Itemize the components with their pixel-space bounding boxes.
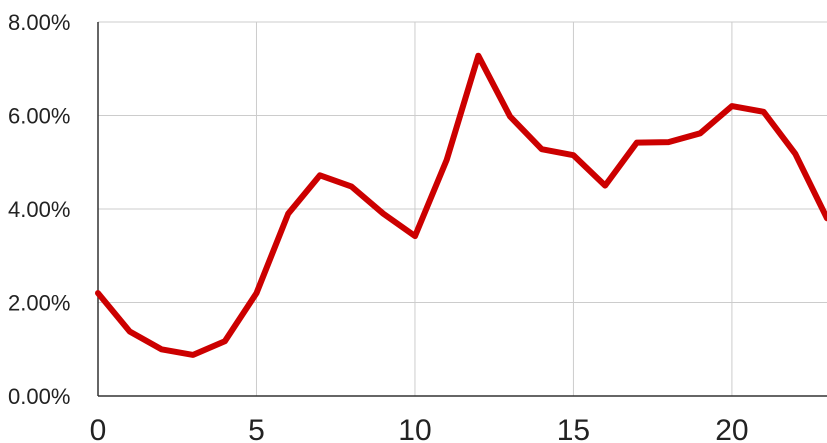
x-tick-label: 15	[557, 414, 590, 443]
y-tick-label: 8.00%	[8, 10, 70, 35]
x-tick-label: 20	[715, 414, 748, 443]
y-tick-label: 4.00%	[8, 197, 70, 222]
y-tick-label: 0.00%	[8, 384, 70, 409]
x-tick-label: 10	[398, 414, 431, 443]
chart-axes	[97, 22, 827, 397]
chart-grid	[98, 21, 827, 396]
x-axis-tick-labels: 0 5 10 15 20	[90, 414, 749, 443]
x-tick-label: 0	[90, 414, 107, 443]
series-line	[95, 52, 827, 358]
y-axis-tick-labels: 0.00% 2.00% 4.00% 6.00% 8.00%	[8, 10, 70, 409]
chart-series	[95, 52, 827, 358]
x-tick-label: 5	[248, 414, 265, 443]
y-tick-label: 6.00%	[8, 104, 70, 129]
y-tick-label: 2.00%	[8, 291, 70, 316]
